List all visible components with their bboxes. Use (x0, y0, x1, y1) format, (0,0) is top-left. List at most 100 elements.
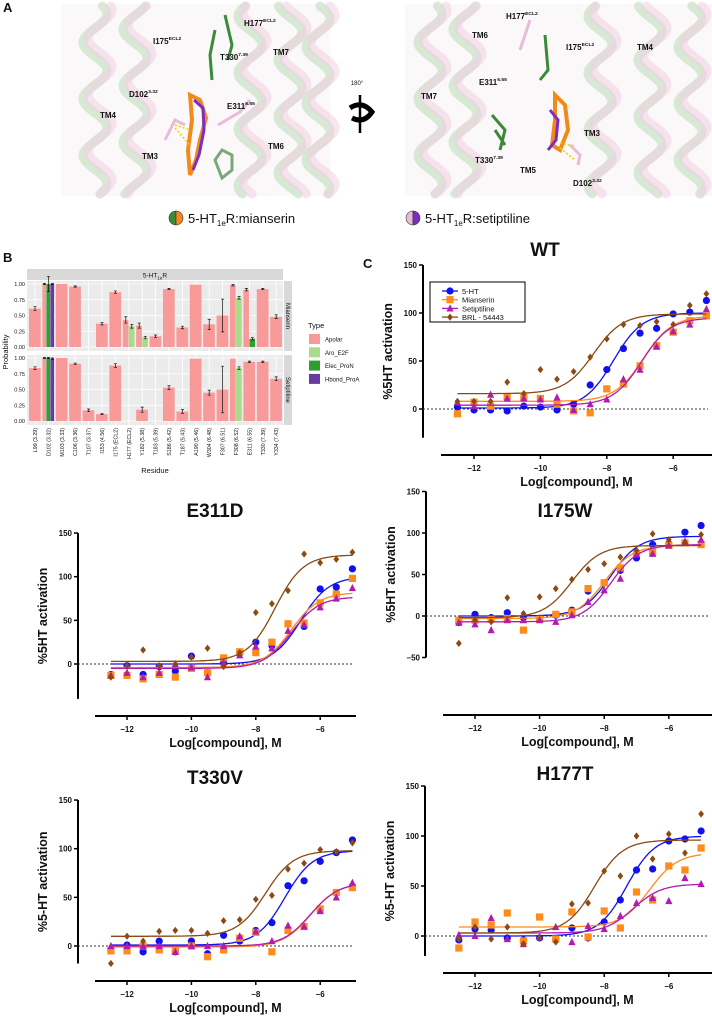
residue-label-tm5-right: TM5 (520, 166, 537, 175)
fit-curve (458, 839, 702, 934)
x-tick-label: −6 (316, 725, 326, 734)
x-tick-label: I153 (4.56) (100, 428, 106, 454)
data-point (620, 320, 627, 329)
x-tick-label: −8 (600, 724, 610, 733)
data-point (268, 937, 276, 945)
data-point (584, 921, 592, 930)
data-point (536, 934, 543, 942)
y-tick-label: −50 (406, 654, 420, 663)
x-tick-label: E311 (6.55) (247, 428, 253, 456)
legend-label: 5-HT (462, 287, 479, 296)
data-point (665, 896, 673, 905)
data-point (552, 938, 559, 946)
fit-curve (110, 885, 353, 947)
tryptophan-ring (213, 148, 234, 181)
residue-label-tm6-left: TM6 (268, 142, 285, 151)
helix-ribbon (238, 1, 272, 199)
data-point (349, 839, 356, 847)
data-point (617, 872, 624, 880)
dose-response-chart-i175w: I175W −50 0 50 100 150 %5HT activation −12 −10 −8… (384, 488, 712, 749)
data-point (332, 594, 340, 602)
legend-swatch-left-half (405, 210, 414, 226)
data-point (203, 669, 212, 677)
data-point (252, 638, 260, 646)
bar (189, 284, 202, 347)
x-tick-label: −8 (251, 725, 261, 734)
x-tick-label: Y182 (5.38) (140, 428, 146, 456)
data-point (504, 923, 511, 931)
legend-label: BRL - 54443 (462, 313, 504, 322)
x-tick-label: C106 (3.36) (73, 428, 79, 456)
data-point (487, 913, 495, 922)
series-brl-54443 (108, 839, 356, 968)
data-point (172, 660, 179, 668)
data-point (520, 609, 527, 618)
data-point (633, 832, 640, 840)
data-point (686, 301, 693, 309)
data-point (586, 381, 594, 389)
residue-label-tm4-left: TM4 (100, 111, 117, 120)
bar (29, 308, 41, 347)
data-point (616, 564, 624, 572)
data-point (123, 947, 131, 955)
chart-title: WT (530, 240, 560, 261)
error-bar (73, 362, 77, 365)
data-point (123, 668, 131, 676)
residue-label-tm3-right-main: TM3 (584, 129, 601, 138)
residue-label-i175-left-main: I175 (153, 37, 169, 46)
residue-label-t330-left-main: T330 (220, 53, 239, 62)
residue-label-h177-right: H177ECL2 (506, 11, 538, 21)
data-point (649, 865, 657, 873)
fit-curve (110, 885, 353, 948)
data-point (220, 663, 227, 671)
data-point (586, 400, 594, 408)
data-point (600, 586, 608, 594)
data-point (487, 626, 495, 634)
error-bar (143, 335, 147, 340)
x-tick-label: −10 (533, 724, 547, 733)
bar (230, 285, 236, 347)
data-point (348, 878, 356, 886)
data-point (140, 937, 146, 945)
data-point (108, 959, 114, 968)
data-point (570, 405, 578, 414)
y-tick-label: 0.75 (14, 298, 25, 304)
error-bar (261, 288, 265, 291)
legend-label: Hbond_ProA (325, 377, 359, 383)
series-setiptiline (107, 878, 356, 955)
legend-item-apolar: Apolar (309, 334, 342, 344)
bar (109, 292, 122, 347)
data-point (332, 590, 340, 598)
residue-label-d102-left-main: D102 (129, 90, 149, 99)
data-point (503, 609, 511, 617)
data-point (697, 521, 705, 530)
data-point (603, 335, 610, 343)
helix-ribbon (118, 1, 152, 199)
residue-label-tm6-right: TM6 (472, 31, 489, 40)
residue-label-h177-right-main: H177 (506, 12, 526, 21)
error-bar (124, 316, 128, 324)
data-point (455, 618, 463, 626)
fit-curve (458, 535, 702, 617)
error-bar (244, 288, 248, 292)
y-axis-label: %5-HT activation (383, 821, 397, 922)
error-bar (46, 276, 50, 292)
data-point (124, 932, 130, 940)
y-tick-label: 0 (416, 612, 421, 621)
data-point (268, 644, 276, 652)
legend-label: 5-HT1eR:mianserin (188, 211, 295, 228)
data-point (455, 930, 463, 939)
y-axis-label: %5HT activation (384, 526, 398, 623)
error-bar (167, 288, 171, 291)
data-point (665, 536, 672, 544)
data-point (702, 312, 710, 320)
residue-label-h177-left-superscript: ECL2 (263, 18, 276, 24)
x-axis-label: Log[compound], M (169, 736, 281, 750)
y-tick-label: 100 (404, 309, 418, 318)
error-bar (154, 334, 158, 338)
strip-sub: 1e (157, 276, 163, 281)
error-bar (113, 363, 117, 368)
helix-ribbon (678, 1, 712, 199)
data-point (653, 324, 661, 332)
data-point (552, 585, 559, 593)
